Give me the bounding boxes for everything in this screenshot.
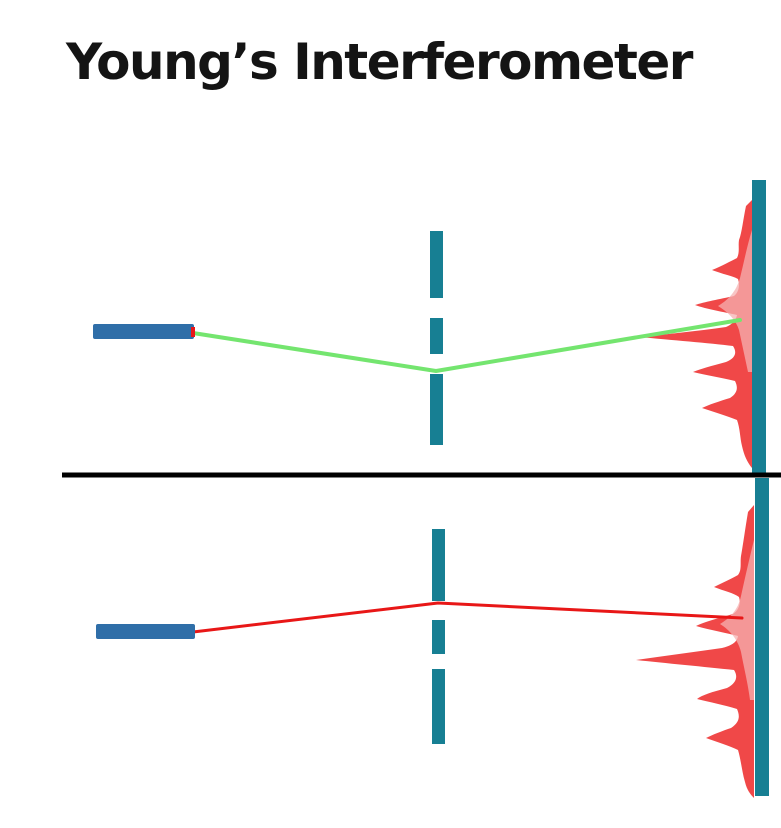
bottom-barrier-lower-segment: [432, 669, 445, 744]
bottom-light-source-bar: [96, 624, 195, 639]
bottom-detection-screen: [755, 478, 769, 796]
top-barrier-middle-segment: [430, 318, 443, 354]
bottom-pattern-shape: [636, 505, 754, 798]
page-title: Young’s Interferometer: [66, 33, 693, 91]
top-interference-pattern: [640, 200, 752, 468]
bottom-double-slit-barrier: [432, 529, 445, 744]
top-double-slit-barrier: [430, 231, 443, 445]
bottom-interference-pattern: [636, 505, 754, 798]
bottom-barrier-upper-segment: [432, 529, 445, 601]
top-light-source-bar: [93, 324, 194, 339]
top-panel: [93, 180, 766, 475]
top-pattern-shape: [640, 200, 752, 468]
top-barrier-upper-segment: [430, 231, 443, 298]
bottom-pattern-highlight: [720, 540, 754, 700]
bottom-barrier-middle-segment: [432, 620, 445, 654]
top-detection-screen: [752, 180, 766, 475]
bottom-light-path: [191, 601, 744, 634]
top-light-path: [191, 318, 742, 373]
top-barrier-lower-segment: [430, 374, 443, 445]
bottom-panel: [96, 478, 769, 798]
top-pattern-highlight: [718, 230, 752, 372]
top-source-tip: [191, 327, 195, 337]
